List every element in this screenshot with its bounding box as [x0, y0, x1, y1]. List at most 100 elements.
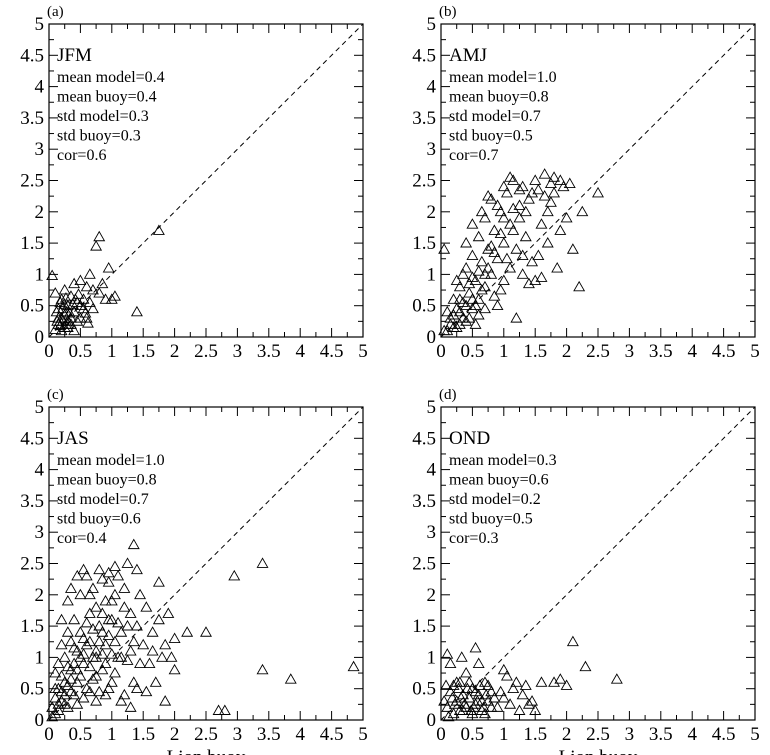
scatter-point [472, 230, 485, 242]
scatter-point [466, 302, 479, 314]
scatter-point [96, 626, 109, 637]
panel-letter: (d) [439, 387, 457, 403]
scatter-point [453, 280, 466, 292]
scatter-point [121, 619, 134, 631]
scatter-point [554, 224, 567, 235]
scatter-point [102, 262, 115, 273]
season-title: AMJ [449, 45, 487, 66]
scatter-point [438, 695, 451, 706]
x-tick-label: 4 [687, 341, 697, 362]
stat-line: mean buoy=0.8 [57, 472, 157, 489]
scatter-point [99, 688, 112, 700]
y-tick-label: 3 [427, 139, 437, 160]
scatter-point [438, 324, 451, 336]
scatter-point [96, 663, 109, 675]
x-tick-label: 3 [233, 724, 243, 745]
scatter-point [447, 679, 460, 690]
scatter-point [130, 305, 143, 317]
scatter-point [49, 287, 62, 298]
scatter-point [463, 312, 476, 323]
scatter-point [93, 287, 106, 298]
scatter-point [77, 648, 90, 659]
stat-line: std buoy=0.3 [57, 128, 141, 145]
scatter-point [532, 249, 545, 260]
scatter-point [463, 277, 476, 289]
scatter-point [446, 691, 459, 703]
scatter-point [102, 566, 115, 578]
stat-line: mean model=1.0 [449, 69, 557, 86]
scatter-point [472, 657, 485, 669]
scatter-point [485, 701, 498, 712]
x-tick-label: 4 [295, 724, 305, 745]
scatter-point [77, 691, 90, 703]
panel-letter: (b) [439, 4, 457, 20]
scatter-point [52, 704, 65, 715]
y-tick-label: 5 [427, 397, 437, 418]
y-tick-label: 4.5 [20, 428, 44, 449]
x-tick-label: 4.5 [320, 341, 344, 362]
y-tick-label: 4 [35, 460, 45, 481]
scatter-point [80, 638, 93, 650]
scatter-point [485, 193, 498, 204]
scatter-point [96, 607, 109, 618]
y-tick-label: 4 [427, 460, 437, 481]
x-tick-label: 5 [750, 724, 760, 745]
scatter-point [58, 651, 71, 662]
scatter-point [554, 174, 567, 185]
scatter-point [58, 688, 71, 700]
x-tick-label: 3 [625, 341, 635, 362]
y-tick-label: 2 [35, 585, 45, 606]
scatter-point [61, 660, 74, 672]
scatter-point [494, 227, 507, 239]
scatter-point [130, 563, 143, 575]
scatter-point [507, 224, 520, 235]
scatter-point [455, 691, 468, 703]
scatter-point [121, 557, 134, 568]
scatter-point [71, 698, 84, 709]
scatter-point [494, 685, 507, 697]
scatter-point [491, 252, 504, 264]
scatter-point [447, 293, 460, 304]
scatter-point [529, 274, 542, 286]
x-tick-label: 3 [233, 341, 243, 362]
scatter-point [96, 277, 109, 289]
scatter-point [447, 321, 460, 332]
scatter-point [467, 701, 480, 712]
scatter-point [544, 177, 557, 188]
scatter-point [497, 663, 510, 675]
scatter-point [149, 676, 162, 687]
y-tick-label: 4 [35, 77, 45, 98]
scatter-point [165, 651, 178, 662]
x-tick-label: 1 [499, 724, 509, 745]
scatter-point [228, 569, 241, 581]
scatter-point [159, 695, 172, 706]
scatter-point [441, 701, 454, 712]
scatter-point [93, 635, 106, 647]
stat-line: std model=0.2 [449, 491, 541, 508]
scatter-point [510, 243, 523, 254]
scatter-point [61, 626, 74, 637]
scatter-point [93, 619, 106, 631]
scatter-point [548, 171, 561, 182]
scatter-point [137, 638, 150, 650]
scatter-point [49, 323, 62, 334]
scatter-point [74, 274, 87, 286]
scatter-point [460, 236, 473, 248]
y-tick-label: 2 [427, 202, 437, 223]
scatter-point [441, 305, 454, 317]
scatter-point [475, 255, 488, 267]
scatter-point [127, 635, 140, 647]
x-tick-label: 0 [44, 724, 54, 745]
x-tick-label: 0 [436, 724, 446, 745]
scatter-point [105, 594, 118, 606]
x-axis-label: Lion buoy [559, 747, 638, 755]
scatter-point [112, 616, 125, 628]
scatter-point [460, 666, 473, 678]
scatter-point [463, 691, 476, 703]
x-tick-label: 1.5 [523, 341, 547, 362]
scatter-point [475, 205, 488, 217]
scatter-point [478, 302, 491, 314]
scatter-point [522, 193, 535, 204]
scatter-point [466, 218, 479, 229]
scatter-point [284, 673, 297, 684]
